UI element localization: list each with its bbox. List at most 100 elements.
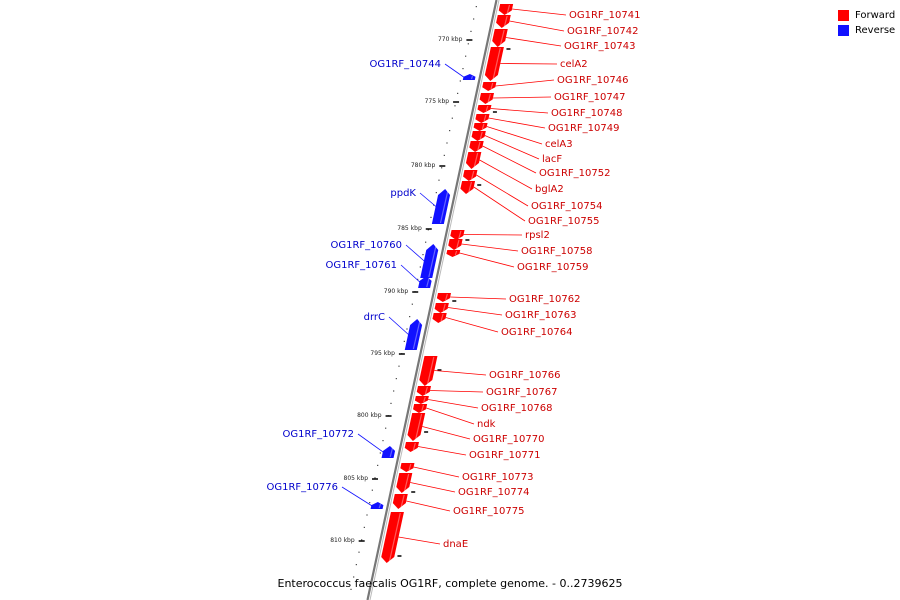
label-leader-line — [505, 37, 562, 47]
minor-tick — [390, 402, 392, 404]
forward-gene-arrow-shine — [408, 463, 412, 471]
minor-tick — [382, 440, 384, 442]
reverse-gene-label: OG1RF_10760 — [331, 240, 403, 251]
label-leader-line — [473, 186, 526, 222]
forward-gene-arrow — [484, 47, 504, 81]
forward-gene-arrow — [436, 293, 452, 302]
forward-gene-arrow-shine — [503, 15, 508, 27]
forward-gene-arrow — [471, 131, 486, 141]
forward-gene-arrow — [498, 4, 514, 15]
minor-tick — [427, 229, 429, 231]
reverse-gene-arrow — [431, 189, 451, 224]
label-leader-line — [482, 145, 537, 174]
forward-gene-label: ndk — [477, 419, 496, 430]
forward-gene-arrow — [413, 404, 428, 413]
minor-tick — [449, 130, 451, 132]
minor-tick — [369, 502, 371, 504]
label-leader-line — [398, 536, 441, 545]
forward-gene-label: OG1RF_10747 — [554, 92, 626, 103]
label-leader-line — [406, 500, 451, 512]
label-leader-line — [463, 234, 523, 236]
forward-gene-label: celA2 — [560, 59, 588, 70]
forward-gene-arrow-shine — [477, 141, 481, 151]
legend-item-forward: Forward — [838, 8, 895, 23]
minor-tick — [438, 179, 440, 181]
reverse-gene-arrow — [418, 276, 432, 288]
minor-tick — [363, 526, 365, 528]
label-leader-line — [419, 192, 437, 208]
minor-tick — [425, 241, 427, 243]
forward-gene-arrow — [479, 93, 495, 104]
label-leader-line — [486, 126, 543, 145]
scale-label: 790 kbp — [384, 288, 409, 295]
forward-gene-label: OG1RF_10754 — [531, 201, 603, 212]
forward-gene-arrow-shine — [440, 313, 444, 322]
label-leader-line — [357, 433, 384, 453]
forward-gene-arrow-shine — [487, 93, 491, 103]
forward-gene-label: OG1RF_10748 — [551, 108, 623, 119]
forward-gene-label: OG1RF_10770 — [473, 434, 545, 445]
forward-gene-arrow — [475, 114, 490, 123]
forward-gene-label: OG1RF_10741 — [569, 10, 641, 21]
reverse-gene-label: OG1RF_10761 — [326, 260, 398, 271]
forward-gene-arrow — [446, 250, 461, 257]
legend-item-reverse: Reverse — [838, 23, 895, 38]
forward-gene-arrow — [434, 303, 449, 313]
minor-tick — [459, 80, 461, 82]
legend: Forward Reverse — [838, 8, 895, 38]
forward-gene-arrow-shine — [427, 356, 435, 385]
reverse-gene-arrow-shine — [428, 245, 437, 278]
forward-gene-arrow-shine — [403, 473, 410, 492]
gene-arrows — [370, 4, 514, 563]
minor-tick — [393, 390, 395, 392]
minor-tick — [454, 105, 456, 107]
forward-gene-arrow-shine — [421, 404, 425, 412]
forward-gene-arrow — [404, 442, 419, 452]
label-leader-line — [490, 108, 549, 114]
label-leader-line — [479, 159, 533, 190]
forward-gene-arrow-shine — [456, 239, 460, 249]
forward-gene-arrow — [492, 29, 508, 47]
minor-tick — [371, 489, 373, 491]
forward-gene-arrow — [414, 396, 429, 404]
minor-tick — [377, 464, 379, 466]
minor-tick — [395, 378, 397, 380]
forward-gene-label: bglA2 — [535, 184, 564, 195]
forward-gene-label: OG1RF_10752 — [539, 168, 611, 179]
forward-gene-arrow-shine — [490, 82, 494, 90]
forward-gene-arrow — [381, 512, 404, 563]
minor-tick — [403, 340, 405, 342]
label-leader-line — [410, 482, 456, 493]
minor-tick — [470, 30, 472, 32]
forward-gene-label: OG1RF_10759 — [517, 262, 589, 273]
minor-tick — [350, 588, 352, 590]
gene-labels: OG1RF_10741 OG1RF_10742 OG1RF_10743 celA2 OG… — [267, 8, 641, 550]
legend-label-forward: Forward — [855, 10, 896, 21]
reverse-gene-arrow-shine — [426, 277, 430, 288]
minor-tick — [366, 514, 368, 516]
forward-gene-label: OG1RF_10758 — [521, 246, 593, 257]
minor-tick — [355, 564, 357, 566]
forward-gene-label: OG1RF_10774 — [458, 487, 530, 498]
minor-tick — [398, 365, 400, 367]
minor-tick — [462, 68, 464, 70]
minor-tick — [465, 55, 467, 57]
minor-tick — [441, 167, 443, 169]
scale-label: 780 kbp — [411, 162, 436, 169]
minor-tick — [435, 192, 437, 194]
genome-caption: Enterococcus faecalis OG1RF, complete ge… — [277, 577, 623, 590]
forward-gene-arrow — [463, 170, 478, 181]
forward-gene-label: OG1RF_10755 — [528, 216, 600, 227]
reverse-gene-label: OG1RF_10776 — [267, 482, 339, 493]
label-leader-line — [426, 407, 475, 425]
forward-gene-arrow — [400, 463, 415, 472]
minor-tick — [409, 316, 411, 318]
scale-labels: 770 kbp 775 kbp 780 kbp 785 kbp 790 kbp 795 k… — [330, 36, 462, 544]
minor-tick — [422, 254, 424, 256]
label-leader-line — [509, 20, 565, 32]
forward-gene-arrow-shine — [415, 413, 423, 440]
backbone-shadow — [369, 0, 500, 600]
forward-gene-arrow-shine — [485, 105, 489, 112]
minor-tick — [374, 477, 376, 479]
